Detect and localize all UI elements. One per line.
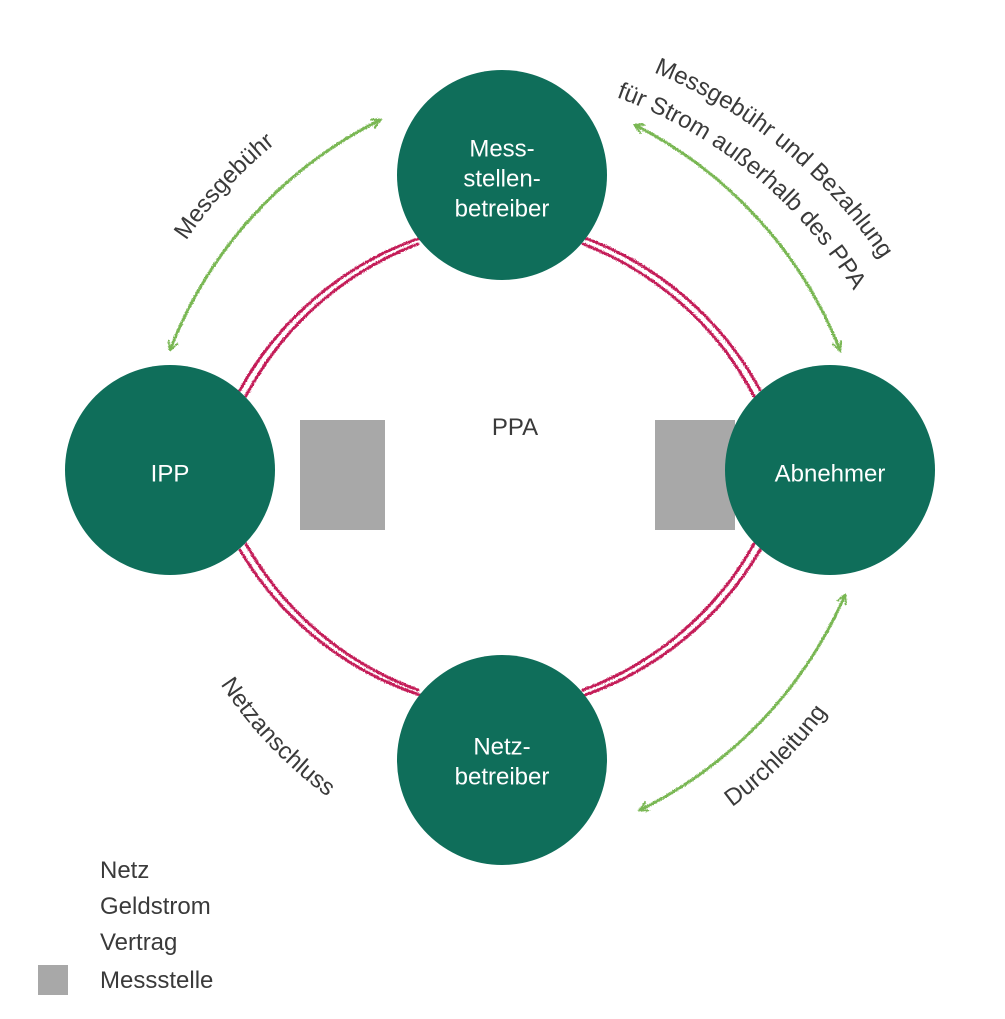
legend: Netz Geldstrom Vertrag Messstelle (30, 857, 213, 995)
node-top-line1: Mess- (469, 135, 534, 162)
node-left-line1: IPP (151, 460, 190, 487)
node-bottom-line2: betreiber (455, 763, 550, 790)
node-bottom-line1: Netz- (473, 733, 530, 760)
label-durchleitung: Durchleitung (719, 699, 832, 812)
ppa-diagram: Mess- stellen- betreiber IPP Abnehmer Ne… (0, 0, 1005, 1019)
legend-messstelle-label: Messstelle (100, 967, 213, 994)
legend-vertrag-label: Vertrag (100, 929, 177, 956)
node-top-line2: stellen- (463, 165, 540, 192)
node-ipp: IPP (65, 365, 275, 575)
node-abnehmer: Abnehmer (725, 365, 935, 575)
legend-netz-label: Netz (100, 857, 149, 884)
node-right-line1: Abnehmer (775, 460, 886, 487)
messstelle-box-left (300, 420, 385, 530)
messstelle-box-right (655, 420, 735, 530)
label-ppa: PPA (492, 414, 538, 441)
node-netzbetreiber: Netz- betreiber (397, 655, 607, 865)
node-top-line3: betreiber (455, 195, 550, 222)
legend-geldstrom-label: Geldstrom (100, 893, 211, 920)
node-messstellenbetreiber: Mess- stellen- betreiber (397, 70, 607, 280)
label-netzanschluss: Netzanschluss (215, 672, 340, 801)
label-messgebuehr: Messgebühr (169, 127, 279, 244)
